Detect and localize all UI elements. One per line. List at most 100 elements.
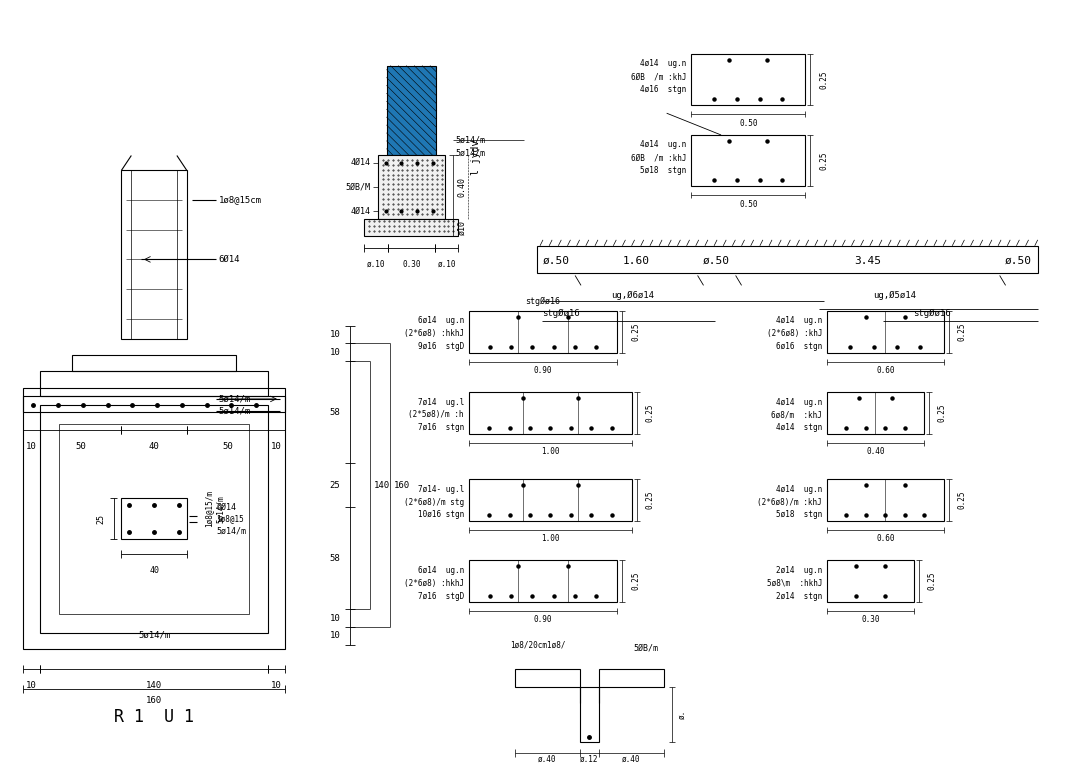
Text: 140: 140 <box>374 480 390 490</box>
Text: (2*5ø8)/m :h: (2*5ø8)/m :h <box>408 411 463 419</box>
Text: ø10: ø10 <box>458 220 467 235</box>
Text: ø.50: ø.50 <box>542 256 569 265</box>
Bar <box>378 155 445 219</box>
Bar <box>599 669 664 687</box>
Text: 7ø14  ug.l: 7ø14 ug.l <box>418 398 463 407</box>
Text: 0.30: 0.30 <box>861 615 880 624</box>
Text: 5ø14/m: 5ø14/m <box>455 148 485 158</box>
Text: 0.25: 0.25 <box>958 491 967 509</box>
Text: 1.00: 1.00 <box>541 534 559 543</box>
Text: ø.50: ø.50 <box>703 256 730 265</box>
Bar <box>691 135 806 187</box>
Text: 1ø8@15cm: 1ø8@15cm <box>218 196 261 204</box>
Text: ø.10: ø.10 <box>367 259 386 269</box>
Text: 0.25: 0.25 <box>819 70 828 89</box>
Text: 5ø14/m: 5ø14/m <box>216 495 226 522</box>
Text: 5ø14/m: 5ø14/m <box>218 395 251 403</box>
Bar <box>364 219 458 236</box>
Bar <box>469 392 632 434</box>
Text: 0.90: 0.90 <box>534 615 552 624</box>
Text: 0.25: 0.25 <box>819 151 828 170</box>
Text: stgØø16: stgØø16 <box>913 308 950 317</box>
Text: (2*6ø8) :hkhJ: (2*6ø8) :hkhJ <box>404 578 463 588</box>
Text: ug,Ø5ø14: ug,Ø5ø14 <box>874 291 917 300</box>
Bar <box>40 371 269 396</box>
Text: 0.40: 0.40 <box>458 177 467 197</box>
Text: 4ø14  ug.n: 4ø14 ug.n <box>640 140 687 149</box>
Text: 0.25: 0.25 <box>928 572 936 591</box>
Text: 2ø14  stgn: 2ø14 stgn <box>775 591 822 601</box>
Text: 5ø8\m  :hkhJ: 5ø8\m :hkhJ <box>767 578 822 588</box>
Text: stgØø16: stgØø16 <box>542 308 580 317</box>
Text: 10: 10 <box>26 441 37 451</box>
Bar <box>827 311 944 353</box>
Text: 10ø16 stgn: 10ø16 stgn <box>418 510 463 519</box>
Text: 4Ø14: 4Ø14 <box>351 207 370 216</box>
Text: ø.40: ø.40 <box>622 755 640 763</box>
Bar <box>827 480 944 521</box>
Text: ug,Ø6ø14: ug,Ø6ø14 <box>611 291 654 300</box>
Text: (2*6ø8)/m :khJ: (2*6ø8)/m :khJ <box>757 497 822 506</box>
Text: (2*6ø8) :hkhJ: (2*6ø8) :hkhJ <box>404 330 463 338</box>
Text: stgØø16: stgØø16 <box>526 297 561 306</box>
Text: 1.60: 1.60 <box>623 256 650 265</box>
Text: 1.00: 1.00 <box>541 447 559 456</box>
Bar <box>387 66 436 155</box>
Text: 58: 58 <box>329 408 340 417</box>
Text: 0.50: 0.50 <box>739 200 757 209</box>
Text: 4ø14  ug.n: 4ø14 ug.n <box>775 317 822 325</box>
Text: 1ø8/20cm1ø8/: 1ø8/20cm1ø8/ <box>511 640 566 649</box>
Text: ø.50: ø.50 <box>1005 256 1032 265</box>
Text: 50: 50 <box>222 441 233 451</box>
Text: 4ø14  ug.n: 4ø14 ug.n <box>775 398 822 407</box>
Text: 25: 25 <box>96 514 106 524</box>
Bar <box>827 392 923 434</box>
Bar <box>515 669 580 687</box>
Text: 6ØB  /m :khJ: 6ØB /m :khJ <box>631 153 687 162</box>
Text: 5ø14/m: 5ø14/m <box>216 526 246 536</box>
Bar <box>537 246 1038 274</box>
Text: 10: 10 <box>329 614 340 623</box>
Text: 0.60: 0.60 <box>876 534 894 543</box>
Text: 5ø14/m: 5ø14/m <box>138 630 171 639</box>
Text: 5ø18  stgn: 5ø18 stgn <box>640 166 687 175</box>
Text: l jydv: l jydv <box>471 139 481 175</box>
Text: 40: 40 <box>149 441 160 451</box>
Text: 10: 10 <box>329 347 340 356</box>
Text: 6Ø14: 6Ø14 <box>218 255 240 264</box>
Text: 5ø18  stgn: 5ø18 stgn <box>775 510 822 519</box>
Bar <box>469 480 632 521</box>
Text: 10: 10 <box>271 681 282 690</box>
Bar <box>469 561 617 602</box>
Text: 4ø14  ug.n: 4ø14 ug.n <box>640 59 687 68</box>
Text: ø.10: ø.10 <box>437 259 456 269</box>
Text: 5ø14/m: 5ø14/m <box>455 135 485 145</box>
Bar <box>40 405 269 633</box>
Text: 5ØB/m: 5ØB/m <box>634 643 659 652</box>
Text: 0.30: 0.30 <box>402 259 420 269</box>
Bar <box>387 66 436 155</box>
Text: 4Ø14: 4Ø14 <box>351 158 370 168</box>
Bar <box>24 389 285 649</box>
Bar <box>72 355 235 371</box>
Bar <box>24 396 285 412</box>
Text: 0.25: 0.25 <box>646 491 654 509</box>
Text: 10: 10 <box>271 441 282 451</box>
Bar <box>59 425 248 614</box>
Text: 10: 10 <box>329 631 340 640</box>
Bar <box>691 54 806 106</box>
Text: 0.40: 0.40 <box>866 447 885 456</box>
Text: 0.25: 0.25 <box>937 404 947 422</box>
Text: 6Ø14: 6Ø14 <box>216 503 237 512</box>
Text: 6ø14  ug.n: 6ø14 ug.n <box>418 566 463 575</box>
Bar <box>580 687 599 741</box>
Text: 5ØB/M: 5ØB/M <box>346 182 370 191</box>
Text: 6ø16  stgn: 6ø16 stgn <box>775 342 822 351</box>
Text: 6ø8/m  :khJ: 6ø8/m :khJ <box>771 411 822 419</box>
Text: ø.12: ø.12 <box>580 755 598 763</box>
Text: 0.25: 0.25 <box>646 404 654 422</box>
Text: ø.: ø. <box>677 710 687 719</box>
Text: 6ØB  /m :khJ: 6ØB /m :khJ <box>631 72 687 81</box>
Text: 0.90: 0.90 <box>534 366 552 375</box>
Text: 140: 140 <box>146 681 162 690</box>
